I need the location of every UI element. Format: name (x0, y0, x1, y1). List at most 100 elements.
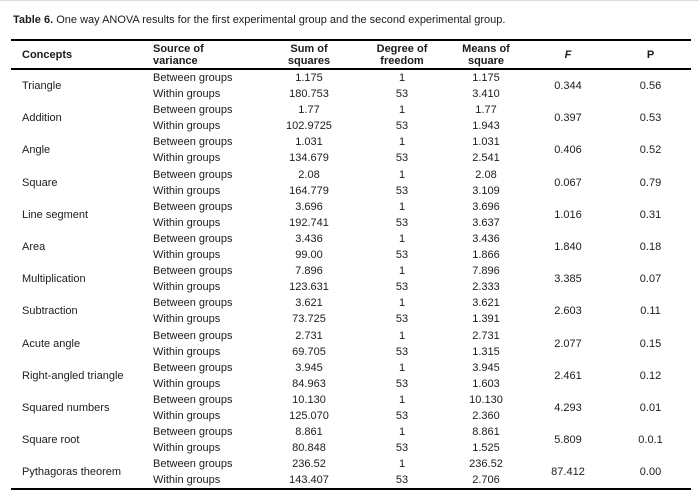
table-row-within-groups: Within groups 192.741 53 3.637 (11, 215, 691, 231)
f-value-cell: 87.412 (551, 466, 585, 479)
means-of-square-cell: 2.706 (472, 474, 500, 487)
sum-of-squares-cell: 1.175 (295, 72, 323, 84)
means-of-square-cell: 2.08 (475, 168, 497, 181)
degree-of-freedom-cell: 53 (395, 120, 409, 133)
degree-of-freedom-cell: 53 (395, 152, 409, 165)
source-cell: Between groups (153, 232, 233, 245)
p-value-cell: 0.07 (639, 273, 662, 286)
means-of-square-cell: 1.77 (475, 104, 497, 117)
degree-of-freedom-cell: 53 (395, 409, 409, 422)
sum-of-squares-cell: 3.696 (295, 200, 323, 213)
sum-of-squares-cell: 143.407 (289, 474, 329, 487)
table-caption: Table 6. One way ANOVA results for the f… (13, 14, 686, 27)
source-cell: Within groups (153, 442, 221, 455)
p-value-cell: 0.00 (639, 466, 662, 479)
means-of-square-cell: 1.031 (472, 136, 500, 149)
source-cell: Between groups (153, 426, 233, 439)
means-of-square-cell: 2.333 (472, 281, 500, 294)
source-cell: Within groups (153, 377, 221, 390)
sum-of-squares-cell: 102.9725 (286, 120, 332, 133)
table-row-between-groups: Multiplication Between groups 7.896 1 7.… (11, 263, 691, 285)
sum-of-squares-cell: 180.753 (289, 88, 329, 101)
table-row-between-groups: Acute angle Between groups 2.731 1 2.731… (11, 328, 691, 350)
sum-of-squares-cell: 8.861 (295, 426, 323, 439)
source-cell: Between groups (153, 104, 233, 117)
sum-of-squares-cell: 192.741 (289, 216, 329, 229)
means-of-square-cell: 1.866 (472, 249, 500, 262)
concept-cell: Triangle (22, 80, 62, 93)
source-cell: Within groups (153, 281, 221, 294)
table-row-within-groups: Within groups 99.00 53 1.866 (11, 247, 691, 263)
degree-of-freedom-cell: 53 (395, 281, 409, 294)
degree-of-freedom-cell: 1 (398, 297, 406, 310)
degree-of-freedom-cell: 1 (398, 104, 406, 117)
degree-of-freedom-cell: 53 (395, 345, 409, 358)
degree-of-freedom-cell: 1 (398, 329, 406, 342)
col-header-means-of-square: Means of square (462, 42, 510, 67)
means-of-square-cell: 3.109 (472, 184, 500, 197)
table-row-within-groups: Within groups 164.779 53 3.109 (11, 183, 691, 199)
p-value-cell: 0.0.1 (638, 434, 663, 447)
sum-of-squares-cell: 7.896 (295, 265, 323, 278)
table-row-within-groups: Within groups 84.963 53 1.603 (11, 376, 691, 392)
means-of-square-cell: 3.637 (472, 216, 500, 229)
degree-of-freedom-cell: 53 (395, 184, 409, 197)
sum-of-squares-cell: 3.436 (295, 232, 323, 245)
means-of-square-cell: 8.861 (472, 426, 500, 439)
sum-of-squares-cell: 1.031 (295, 136, 323, 149)
p-value-cell: 0.15 (639, 337, 662, 350)
means-of-square-cell: 1.525 (472, 442, 500, 455)
degree-of-freedom-cell: 1 (398, 200, 406, 213)
source-cell: Between groups (153, 297, 233, 310)
table-caption-label: Table 6. (13, 14, 54, 26)
degree-of-freedom-cell: 1 (398, 265, 406, 278)
source-cell: Between groups (153, 265, 233, 278)
sum-of-squares-cell: 1.77 (298, 104, 320, 117)
sum-of-squares-cell: 80.848 (292, 442, 326, 455)
f-value-cell: 1.016 (554, 208, 582, 221)
table-row-between-groups: Squared numbers Between groups 10.130 1 … (11, 392, 691, 414)
col-header-concepts: Concepts (22, 48, 73, 61)
f-value-cell: 5.809 (554, 434, 582, 447)
source-cell: Between groups (153, 361, 233, 374)
sum-of-squares-cell: 2.731 (295, 329, 323, 342)
f-value-cell: 1.840 (554, 240, 582, 253)
f-value-cell: 0.344 (554, 80, 582, 93)
source-cell: Between groups (153, 72, 233, 84)
col-header-source-of-variance: Source of variance (153, 42, 204, 67)
p-value-cell: 0.53 (639, 112, 662, 125)
means-of-square-cell: 1.603 (472, 377, 500, 390)
table-row-within-groups: Within groups 69.705 53 1.315 (11, 344, 691, 360)
degree-of-freedom-cell: 1 (398, 136, 406, 149)
sum-of-squares-cell: 134.679 (289, 152, 329, 165)
concept-cell: Squared numbers (22, 401, 110, 414)
source-cell: Between groups (153, 168, 233, 181)
table-row-between-groups: Addition Between groups 1.77 1 1.77 0.39… (11, 102, 691, 124)
degree-of-freedom-cell: 1 (398, 232, 406, 245)
source-cell: Between groups (153, 329, 233, 342)
concept-cell: Angle (22, 144, 51, 157)
f-value-cell: 0.406 (554, 144, 582, 157)
degree-of-freedom-cell: 1 (398, 361, 406, 374)
table-header: Concepts Source of variance Sum of squar… (11, 40, 691, 69)
p-value-cell: 0.01 (639, 401, 662, 414)
f-value-cell: 2.603 (554, 305, 582, 318)
anova-table: Concepts Source of variance Sum of squar… (11, 39, 691, 491)
source-cell: Within groups (153, 184, 221, 197)
table-row-between-groups: Subtraction Between groups 3.621 1 3.621… (11, 295, 691, 317)
table-body: Triangle Between groups 1.175 1 1.175 0.… (11, 69, 691, 489)
means-of-square-cell: 3.621 (472, 297, 500, 310)
concept-cell: Pythagoras theorem (22, 466, 122, 479)
sum-of-squares-cell: 125.070 (289, 409, 329, 422)
table-row-between-groups: Triangle Between groups 1.175 1 1.175 0.… (11, 69, 691, 92)
header-row: Concepts Source of variance Sum of squar… (11, 40, 691, 69)
table-row-between-groups: Square Between groups 2.08 1 2.08 0.067 … (11, 167, 691, 189)
concept-cell: Subtraction (22, 305, 78, 318)
means-of-square-cell: 2.541 (472, 152, 500, 165)
sum-of-squares-cell: 73.725 (292, 313, 326, 326)
sum-of-squares-cell: 10.130 (292, 393, 326, 406)
table-row-within-groups: Within groups 134.679 53 2.541 (11, 150, 691, 166)
table-caption-text: One way ANOVA results for the first expe… (56, 14, 506, 26)
p-value-cell: 0.12 (639, 369, 662, 382)
